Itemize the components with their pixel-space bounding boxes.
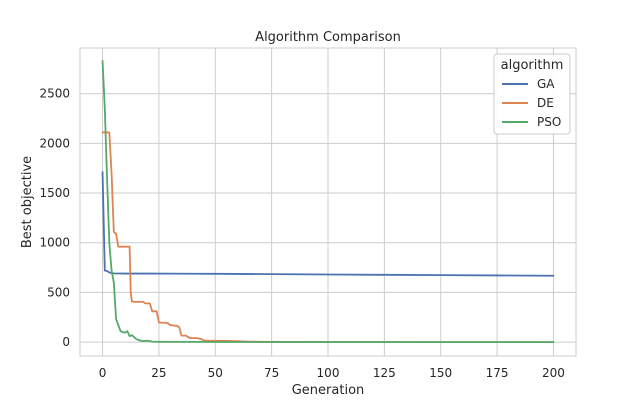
y-axis-label: Best objective xyxy=(20,156,35,248)
series-line-ga xyxy=(101,171,555,277)
legend-title: algorithm xyxy=(501,58,564,73)
chart-title: Algorithm Comparison xyxy=(255,30,401,45)
y-tick-labels: 0 500 1000 1500 2000 2500 xyxy=(39,87,70,349)
y-tick-label: 2000 xyxy=(39,136,70,150)
x-tick-label: 25 xyxy=(151,366,166,380)
series-line-pso xyxy=(101,60,555,343)
x-tick-label: 200 xyxy=(542,366,565,380)
plot-frame xyxy=(79,47,577,357)
x-tick-label: 100 xyxy=(317,366,340,380)
x-tick-label: 125 xyxy=(373,366,396,380)
legend-label-de: DE xyxy=(537,96,554,110)
y-tick-label: 500 xyxy=(47,285,70,299)
x-tick-labels: 0 25 50 75 100 125 150 175 200 xyxy=(99,366,565,380)
legend-label-pso: PSO xyxy=(537,115,561,129)
x-tick-label: 75 xyxy=(264,366,279,380)
x-tick-label: 150 xyxy=(429,366,452,380)
legend-entries: GA DE PSO xyxy=(502,77,561,129)
x-tick-label: 0 xyxy=(99,366,107,380)
legend-box xyxy=(493,53,571,135)
x-tick-label: 50 xyxy=(208,366,223,380)
y-tick-label: 2500 xyxy=(39,87,70,101)
y-tick-label: 0 xyxy=(62,335,70,349)
x-axis-label: Generation xyxy=(292,383,365,398)
y-tick-label: 1500 xyxy=(39,186,70,200)
legend-label-ga: GA xyxy=(537,77,555,91)
series-layer xyxy=(101,60,555,343)
series-line-de xyxy=(101,131,555,343)
x-tick-label: 175 xyxy=(486,366,509,380)
legend: algorithm GA DE PSO xyxy=(493,53,571,135)
y-tick-label: 1000 xyxy=(39,236,70,250)
